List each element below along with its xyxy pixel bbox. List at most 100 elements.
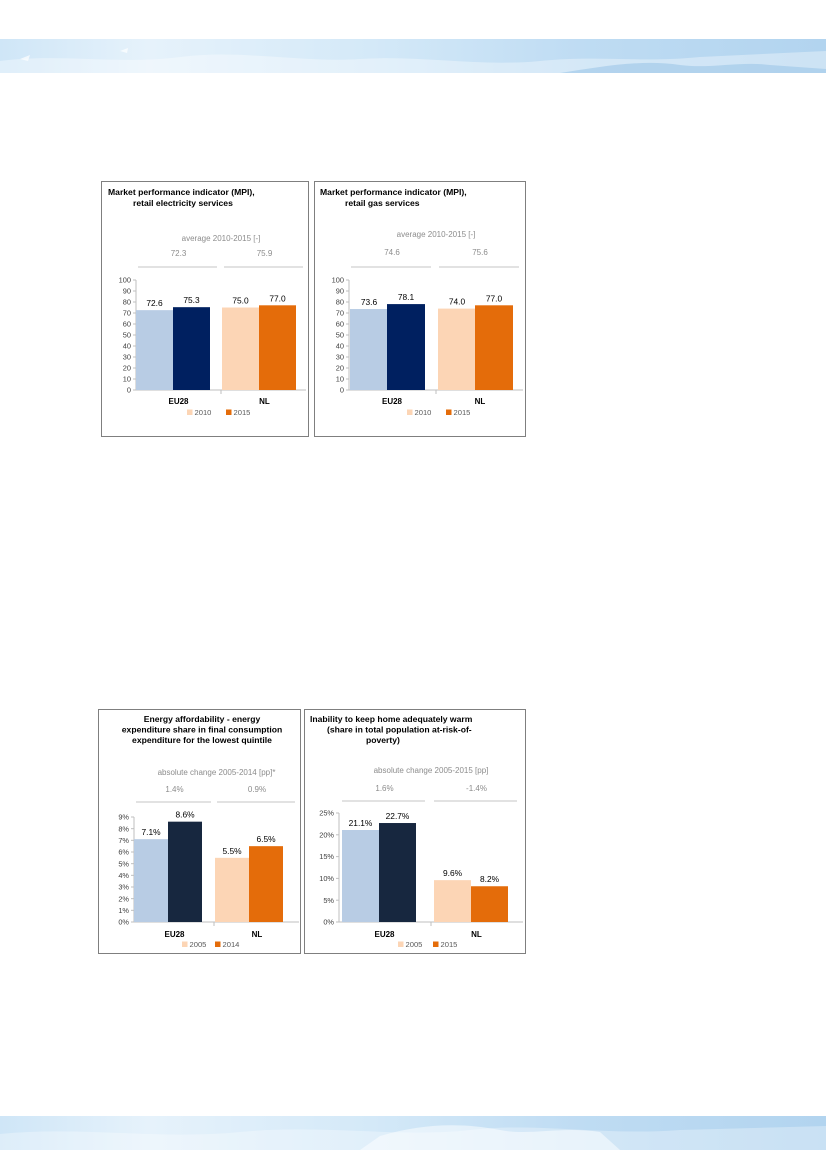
y-tick-label: 90	[123, 287, 131, 296]
y-tick-label: 7%	[118, 836, 129, 845]
data-label: 21.1%	[349, 818, 373, 828]
y-tick-label: 4%	[118, 871, 129, 880]
bar-nl-2010	[222, 307, 259, 390]
legend-swatch	[446, 409, 452, 415]
chart-title-line: Energy affordability - energy	[144, 714, 261, 724]
group-summary-value: 75.6	[472, 248, 488, 257]
chart-panel-energy-affordability: Energy affordability - energy expenditure…	[98, 709, 301, 954]
chart-mpi-gas: Market performance indicator (MPI),retai…	[320, 187, 523, 417]
bar-eu28-2010	[350, 309, 388, 390]
legend-swatch	[215, 941, 221, 947]
chart-title-line: Inability to keep home adequately warm	[310, 714, 473, 724]
chart-mpi-electricity: Market performance indicator (MPI),retai…	[108, 187, 306, 417]
x-category-label: NL	[475, 397, 486, 406]
group-summary-value: 1.4%	[165, 785, 183, 794]
y-tick-label: 60	[123, 320, 131, 329]
group-summary-value: 0.9%	[248, 785, 266, 794]
chart-subtitle: absolute change 2005-2014 [pp]*	[158, 768, 276, 777]
y-tick-label: 5%	[118, 859, 129, 868]
header-decoration-band	[0, 39, 826, 73]
y-tick-label: 20	[336, 364, 344, 373]
data-label: 77.0	[486, 293, 503, 303]
bar-eu28-2010	[136, 310, 173, 390]
y-tick-label: 50	[336, 331, 344, 340]
y-tick-label: 100	[119, 276, 131, 285]
data-label: 6.5%	[256, 834, 276, 844]
legend-label: 2005	[406, 940, 423, 949]
y-tick-label: 70	[336, 309, 344, 318]
chart-home-warm: Inability to keep home adequately warm(s…	[310, 714, 523, 949]
chart-title-line: Market performance indicator (MPI),	[108, 187, 255, 197]
legend-label: 2005	[190, 940, 207, 949]
data-label: 9.6%	[443, 868, 463, 878]
legend-swatch	[398, 941, 404, 947]
y-tick-label: 6%	[118, 848, 129, 857]
chart-subtitle: average 2010-2015 [-]	[397, 230, 476, 239]
y-tick-label: 10	[336, 375, 344, 384]
data-label: 8.2%	[480, 874, 500, 884]
legend-swatch	[187, 409, 193, 415]
legend-swatch	[182, 941, 188, 947]
y-tick-label: 80	[336, 298, 344, 307]
bar-nl-2005	[434, 880, 471, 922]
y-tick-label: 60	[336, 320, 344, 329]
chart-panel-mpi-gas: Market performance indicator (MPI), retai…	[314, 181, 526, 437]
legend-label: 2015	[441, 940, 458, 949]
x-category-label: EU28	[382, 397, 403, 406]
chart-title-line: Market performance indicator (MPI),	[320, 187, 467, 197]
data-label: 78.1	[398, 292, 415, 302]
y-tick-label: 10%	[319, 874, 334, 883]
y-tick-label: 0	[340, 386, 344, 395]
data-label: 73.6	[361, 297, 378, 307]
x-category-label: NL	[259, 397, 270, 406]
bar-nl-2015	[475, 305, 513, 390]
y-tick-label: 50	[123, 331, 131, 340]
y-tick-label: 30	[336, 353, 344, 362]
y-tick-label: 9%	[118, 813, 129, 822]
data-label: 7.1%	[141, 827, 161, 837]
y-tick-label: 1%	[118, 906, 129, 915]
y-tick-label: 10	[123, 375, 131, 384]
x-category-label: EU28	[374, 930, 395, 939]
x-category-label: EU28	[168, 397, 189, 406]
data-label: 8.6%	[175, 810, 195, 820]
bar-eu28-2005	[342, 830, 379, 922]
chart-title-line: retail gas services	[345, 198, 420, 208]
bar-nl-2014	[249, 846, 283, 922]
y-tick-label: 40	[123, 342, 131, 351]
chart-title-line: poverty)	[366, 735, 400, 745]
header-decoration-art	[0, 48, 826, 73]
group-summary-value: 74.6	[384, 248, 400, 257]
footer-decoration-band	[0, 1116, 826, 1150]
data-label: 77.0	[269, 293, 286, 303]
chart-title-line: retail electricity services	[133, 198, 233, 208]
y-tick-label: 8%	[118, 824, 129, 833]
x-category-label: NL	[471, 930, 482, 939]
bar-nl-2015	[259, 305, 296, 390]
y-tick-label: 25%	[319, 809, 334, 818]
legend-label: 2010	[415, 408, 432, 417]
y-tick-label: 3%	[118, 883, 129, 892]
data-label: 22.7%	[386, 811, 410, 821]
bar-eu28-2015	[387, 304, 425, 390]
legend-swatch	[226, 409, 232, 415]
y-tick-label: 5%	[323, 896, 334, 905]
data-label: 5.5%	[222, 846, 242, 856]
y-tick-label: 0%	[323, 918, 334, 927]
data-label: 74.0	[449, 297, 466, 307]
y-tick-label: 70	[123, 309, 131, 318]
group-summary-value: 72.3	[171, 249, 187, 258]
legend-label: 2015	[234, 408, 251, 417]
y-tick-label: 30	[123, 353, 131, 362]
legend-label: 2015	[454, 408, 471, 417]
bar-eu28-2014	[168, 821, 202, 922]
legend-swatch	[407, 409, 413, 415]
bar-eu28-2015	[379, 823, 416, 922]
footer-decoration-art	[0, 1125, 826, 1150]
bar-nl-2005	[215, 857, 249, 922]
group-summary-value: -1.4%	[466, 784, 487, 793]
y-tick-label: 80	[123, 298, 131, 307]
y-tick-label: 15%	[319, 852, 334, 861]
x-category-label: NL	[252, 930, 263, 939]
legend-label: 2010	[195, 408, 212, 417]
